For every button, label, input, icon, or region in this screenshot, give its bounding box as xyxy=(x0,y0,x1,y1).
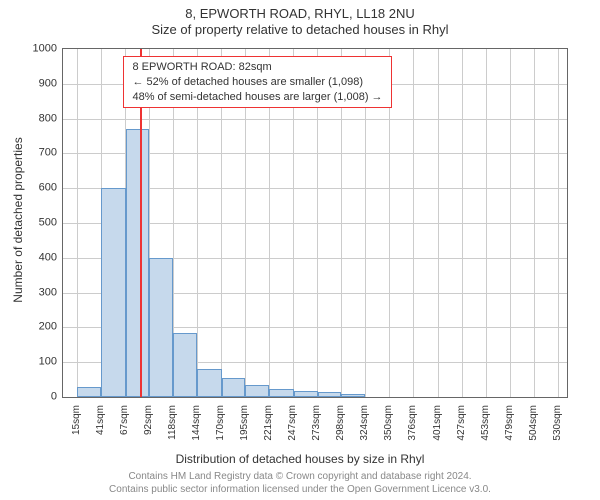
x-tick-label: 401sqm xyxy=(433,405,443,441)
x-tick-label: 247sqm xyxy=(288,405,298,441)
y-tick-label: 300 xyxy=(17,287,57,298)
y-tick-label: 0 xyxy=(17,392,57,403)
x-tick-label: 350sqm xyxy=(384,405,394,441)
y-tick-label: 1000 xyxy=(17,44,57,55)
x-tick-label: 195sqm xyxy=(240,405,250,441)
histogram-bar xyxy=(126,129,149,397)
title-line-1: 8, EPWORTH ROAD, RHYL, LL18 2NU xyxy=(0,6,600,22)
annotation-line-2: ← 52% of detached houses are smaller (1,… xyxy=(132,75,382,90)
x-tick-label: 504sqm xyxy=(529,405,539,441)
histogram-bar xyxy=(222,378,245,397)
gridline-v xyxy=(77,49,78,397)
histogram-bar xyxy=(269,389,293,397)
gridline-v xyxy=(534,49,535,397)
histogram-bar xyxy=(318,392,341,397)
histogram-bar xyxy=(77,387,101,397)
y-tick-label: 200 xyxy=(17,322,57,333)
y-tick-label: 400 xyxy=(17,252,57,263)
y-tick-label: 100 xyxy=(17,357,57,368)
x-tick-label: 15sqm xyxy=(72,405,82,435)
histogram-bar xyxy=(245,385,269,397)
x-tick-label: 92sqm xyxy=(144,405,154,435)
gridline-v xyxy=(413,49,414,397)
y-tick-label: 500 xyxy=(17,218,57,229)
gridline-v xyxy=(486,49,487,397)
title-line-2: Size of property relative to detached ho… xyxy=(0,22,600,38)
x-tick-label: 41sqm xyxy=(96,405,106,435)
annotation-line-3: 48% of semi-detached houses are larger (… xyxy=(132,90,382,105)
y-tick-label: 800 xyxy=(17,113,57,124)
title-block: 8, EPWORTH ROAD, RHYL, LL18 2NU Size of … xyxy=(0,0,600,39)
x-tick-label: 144sqm xyxy=(192,405,202,441)
x-tick-label: 530sqm xyxy=(553,405,563,441)
gridline-v xyxy=(462,49,463,397)
x-tick-label: 118sqm xyxy=(168,405,178,440)
footer-line-2: Contains public sector information licen… xyxy=(0,484,600,497)
x-tick-label: 427sqm xyxy=(457,405,467,441)
x-tick-label: 170sqm xyxy=(216,405,226,441)
gridline-v xyxy=(438,49,439,397)
x-tick-label: 273sqm xyxy=(312,405,322,441)
attribution-footer: Contains HM Land Registry data © Crown c… xyxy=(0,471,600,496)
x-axis-label: Distribution of detached houses by size … xyxy=(0,452,600,466)
y-tick-label: 700 xyxy=(17,148,57,159)
y-tick-label: 600 xyxy=(17,183,57,194)
plot-area: 0100200300400500600700800900100015sqm41s… xyxy=(62,48,568,398)
x-tick-label: 479sqm xyxy=(505,405,515,441)
gridline-v xyxy=(558,49,559,397)
gridline-v xyxy=(510,49,511,397)
annotation-line-1: 8 EPWORTH ROAD: 82sqm xyxy=(132,60,382,75)
x-tick-label: 453sqm xyxy=(481,405,491,441)
histogram-bar xyxy=(341,394,365,397)
histogram-bar xyxy=(294,391,318,397)
chart-container: 8, EPWORTH ROAD, RHYL, LL18 2NU Size of … xyxy=(0,0,600,500)
y-tick-label: 900 xyxy=(17,78,57,89)
histogram-bar xyxy=(149,258,173,397)
x-tick-label: 298sqm xyxy=(336,405,346,441)
histogram-bar xyxy=(101,188,125,397)
footer-line-1: Contains HM Land Registry data © Crown c… xyxy=(0,471,600,484)
x-tick-label: 67sqm xyxy=(120,405,130,435)
histogram-bar xyxy=(197,369,221,397)
x-tick-label: 324sqm xyxy=(360,405,370,441)
x-tick-label: 221sqm xyxy=(264,405,274,441)
annotation-box: 8 EPWORTH ROAD: 82sqm← 52% of detached h… xyxy=(123,56,391,109)
x-tick-label: 376sqm xyxy=(408,405,418,441)
histogram-bar xyxy=(173,333,197,397)
plot-box: 0100200300400500600700800900100015sqm41s… xyxy=(62,48,568,398)
